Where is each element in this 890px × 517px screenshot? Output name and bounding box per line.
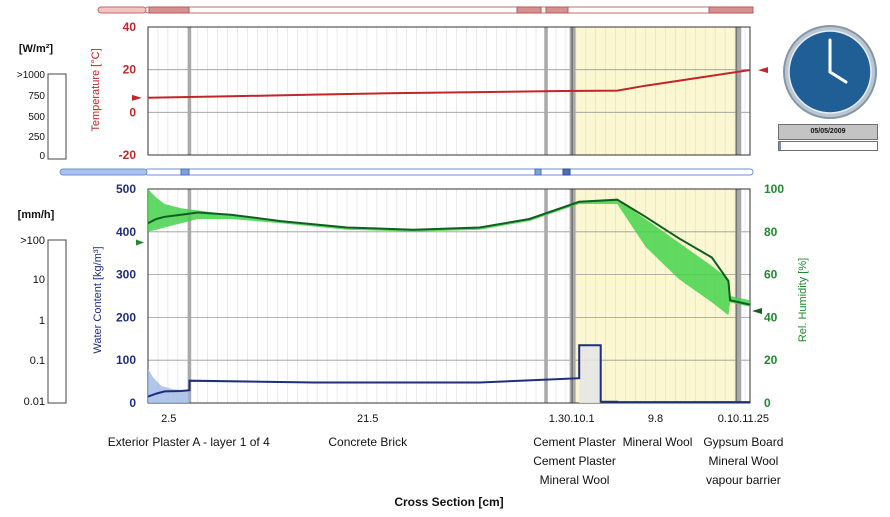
water-content-tick-label: 0 [129, 396, 136, 410]
clock-icon [783, 25, 877, 119]
radiation-tick: 0 [39, 151, 45, 162]
temperature-tick-label: 20 [123, 63, 137, 77]
radiation-scale-bar [47, 73, 67, 160]
radiation-tick: 250 [28, 132, 45, 143]
middle-strip-marker [534, 168, 542, 176]
layer-name-label: Gypsum Board [703, 435, 783, 449]
layer-name-label: vapour barrier [706, 473, 781, 487]
water-content-tick-label: 100 [116, 353, 136, 367]
temperature-tick-label: -20 [119, 148, 137, 162]
layer-thickness-label: 1.30.10.1 [549, 413, 595, 425]
radiation-tick: >1000 [17, 70, 46, 81]
rain-scale-unit: [mm/h] [18, 209, 55, 221]
radiation-scale: [W/m²] >1000 750 500 250 0 [17, 43, 67, 162]
water-content-plaster-fill [579, 345, 601, 403]
layer-name-label: Exterior Plaster A - layer 1 of 4 [108, 435, 270, 449]
layer-name-label: Cement Plaster [533, 435, 616, 449]
temperature-line [147, 69, 751, 99]
top-layer-strip[interactable] [97, 6, 754, 14]
water-content-tick-label: 200 [116, 310, 136, 324]
layer-thickness-label: 9.8 [648, 413, 663, 425]
middle-strip-lead [59, 168, 148, 176]
rain-tick: 1 [39, 315, 45, 327]
temperature-plot: 40 20 0 -20 [119, 20, 768, 162]
rel-humidity-line [147, 198, 751, 306]
layer-name-label: Concrete Brick [328, 435, 408, 449]
layer-thickness-label: 21.5 [357, 413, 378, 425]
rel-humidity-axis-title: Rel. Humidity [%] [797, 258, 809, 342]
rel-humidity-tick-label: 60 [764, 268, 778, 282]
rel-humidity-tick-label: 80 [764, 225, 778, 239]
top-strip-lead [97, 6, 147, 14]
middle-strip-background [144, 168, 754, 176]
rain-tick: 0.1 [30, 355, 45, 367]
top-strip-marker [516, 6, 542, 14]
exterior-temperature-arrow [132, 94, 142, 101]
temperature-plot-frame [147, 26, 751, 156]
radiation-scale-unit: [W/m²] [19, 43, 54, 55]
moisture-plot-frame [147, 188, 751, 404]
layer-name-label: Mineral Wool [708, 454, 778, 468]
middle-strip-marker [562, 168, 571, 176]
interior-humidity-arrow [752, 307, 762, 314]
water-content-tick-label: 400 [116, 225, 136, 239]
simulation-date-display: 05/05/2009 [778, 124, 878, 140]
middle-layer-strip[interactable] [59, 168, 754, 176]
layer-name-label: Cement Plaster [533, 454, 616, 468]
rain-tick: 10 [33, 274, 45, 286]
exterior-humidity-arrow [136, 239, 144, 246]
layer-name-label: Mineral Wool [623, 435, 693, 449]
water-content-envelope [148, 368, 190, 403]
layer-thickness-label: 2.5 [161, 413, 176, 425]
water-content-line [147, 344, 750, 404]
top-strip-marker [545, 6, 569, 14]
temperature-tick-label: 40 [123, 20, 137, 34]
water-content-tick-label: 300 [116, 268, 136, 282]
middle-strip-marker [180, 168, 190, 176]
radiation-tick: 500 [28, 112, 45, 123]
temperature-tick-label: 0 [129, 105, 136, 119]
rel-humidity-tick-label: 40 [764, 310, 778, 324]
water-content-tick-label: 500 [116, 182, 136, 196]
top-strip-background [144, 6, 754, 14]
radiation-tick: 750 [28, 91, 45, 102]
simulation-progress-bar[interactable] [778, 141, 878, 151]
top-strip-marker [148, 6, 190, 14]
temperature-axis-title: Temperature [°C] [90, 48, 102, 131]
rain-scale-bar [47, 239, 67, 404]
interior-temperature-arrow [758, 67, 768, 74]
rel-humidity-tick-label: 100 [764, 182, 784, 196]
water-content-axis-title: Water Content [kg/m³] [92, 246, 104, 353]
layer-thickness-label: 0.10.11.25 [718, 413, 769, 425]
rel-humidity-tick-label: 0 [764, 396, 771, 410]
rain-tick: 0.01 [24, 396, 45, 408]
rain-tick: >100 [20, 235, 45, 247]
simulation-progress-fill [779, 142, 781, 150]
rain-scale: [mm/h] >100 10 1 0.1 0.01 [18, 209, 67, 408]
layer-name-label: Mineral Wool [540, 473, 610, 487]
top-strip-marker [708, 6, 754, 14]
cross-section-axis-title: Cross Section [cm] [394, 495, 503, 509]
rel-humidity-tick-label: 20 [764, 353, 778, 367]
